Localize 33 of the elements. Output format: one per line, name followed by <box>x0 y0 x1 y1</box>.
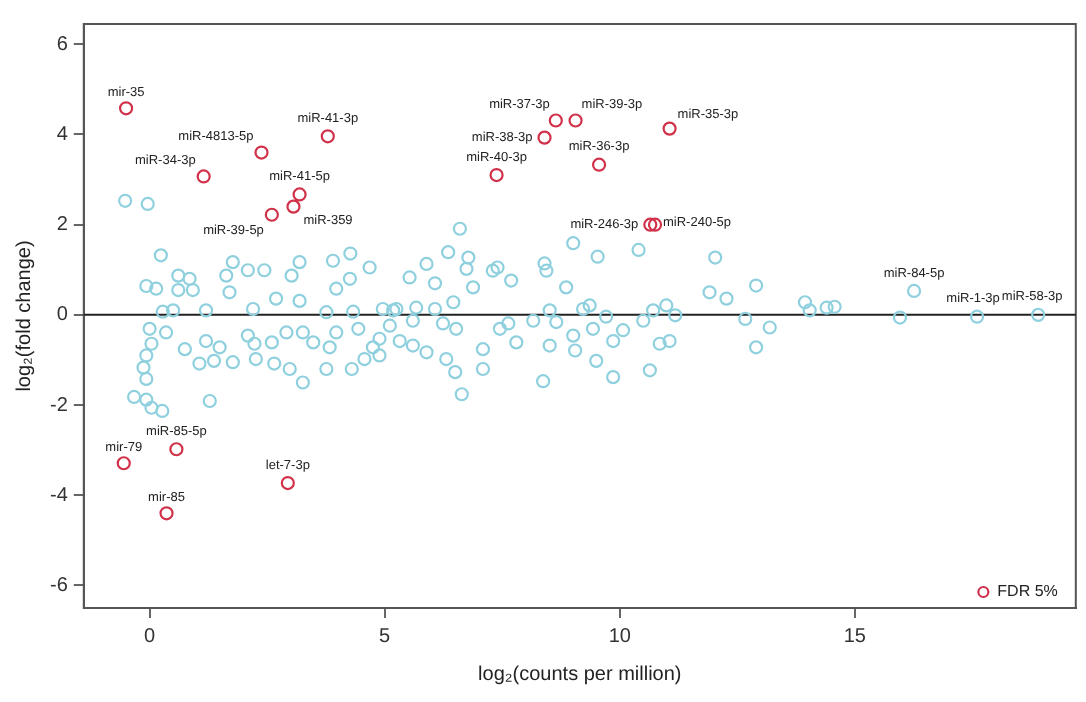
point <box>119 101 134 116</box>
point <box>662 121 677 136</box>
y-tick-label: -6 <box>49 574 69 597</box>
point <box>264 207 279 222</box>
point <box>169 442 184 457</box>
point <box>537 130 552 145</box>
point <box>196 169 211 184</box>
point <box>116 456 131 471</box>
y-tick-label: 0 <box>56 304 69 327</box>
x-tick-label: 15 <box>843 625 867 648</box>
point <box>280 475 295 491</box>
point <box>647 217 663 232</box>
y-axis-title: log₂(fold change) <box>13 240 36 392</box>
x-tick-label: 0 <box>144 625 157 648</box>
y-tick-label: -2 <box>49 394 69 417</box>
point <box>292 187 307 202</box>
y-tick-label: 4 <box>56 123 69 146</box>
y-tick-label: 2 <box>56 214 69 237</box>
y-tick-label: -4 <box>49 484 69 507</box>
x-tick-label: 5 <box>379 625 392 648</box>
point <box>286 199 301 214</box>
point <box>320 129 335 144</box>
point <box>548 113 563 128</box>
x-axis-title: log₂(counts per million) <box>478 663 682 686</box>
y-tick-label: 6 <box>56 33 69 56</box>
legend-label: FDR 5% <box>997 582 1058 601</box>
x-tick-label: 10 <box>608 625 632 648</box>
point <box>568 113 583 128</box>
point <box>254 145 269 160</box>
point <box>489 167 504 183</box>
point <box>159 506 174 521</box>
point <box>643 217 658 232</box>
point <box>591 157 607 172</box>
